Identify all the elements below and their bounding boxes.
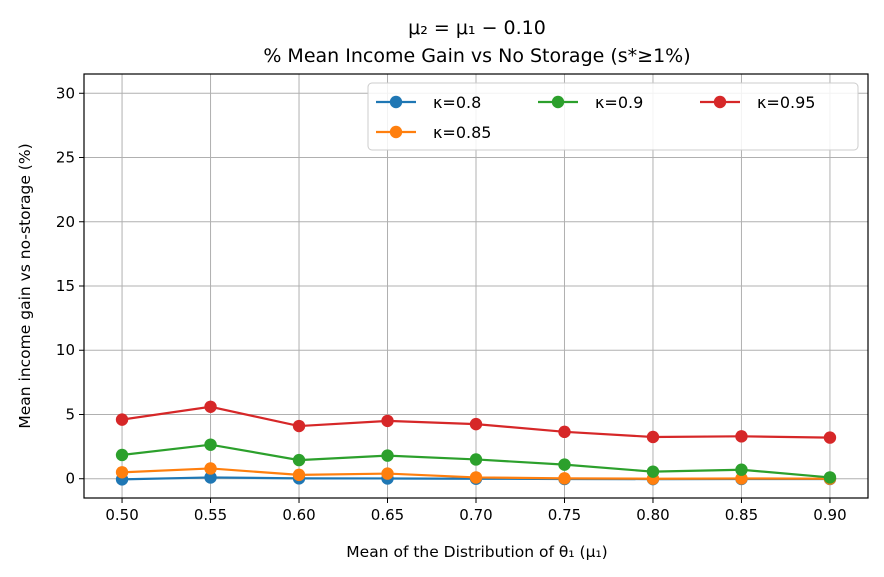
y-tick-label: 25 [56, 149, 75, 167]
data-point [558, 425, 571, 439]
data-point [823, 471, 837, 484]
data-point [204, 438, 217, 451]
chart-title: μ₂ = μ₁ − 0.10 [408, 17, 546, 39]
data-point [646, 465, 660, 478]
legend: κ=0.8 κ=0.85 κ=0.9 κ=0.95 [367, 82, 859, 151]
axis-ticks: 0.50 0.55 0.60 0.65 0.70 0.75 0.80 0.85 0.90 0 5 10… [56, 84, 847, 524]
data-point [204, 471, 217, 484]
data-point [646, 430, 660, 444]
y-tick-label: 5 [65, 405, 75, 423]
data-point [823, 431, 837, 444]
data-point [115, 466, 129, 479]
data-point [204, 462, 217, 475]
x-tick-label: 0.50 [105, 506, 138, 524]
data-point [735, 430, 748, 443]
legend-marker [389, 125, 403, 139]
x-tick-label: 0.65 [371, 506, 404, 524]
data-point [115, 448, 129, 462]
x-tick-label: 0.85 [725, 506, 758, 524]
legend-label: κ=0.9 [595, 93, 643, 112]
x-tick-label: 0.70 [459, 506, 492, 524]
x-axis-label: Mean of the Distribution of θ₁ (μ₁) [346, 543, 607, 561]
data-point [115, 413, 129, 426]
legend-marker [389, 95, 403, 109]
y-tick-label: 30 [56, 84, 75, 102]
data-point [292, 453, 306, 467]
data-point [292, 468, 306, 482]
chart-subtitle: % Mean Income Gain vs No Storage (s*≥1%) [263, 45, 690, 67]
data-point [469, 453, 483, 466]
data-point [469, 417, 483, 431]
legend-label: κ=0.85 [433, 123, 491, 142]
legend-box [367, 82, 859, 151]
series-lines [115, 400, 837, 486]
x-tick-label: 0.60 [282, 506, 315, 524]
data-point [381, 467, 394, 480]
x-tick-label: 0.90 [813, 506, 846, 524]
legend-label: κ=0.95 [757, 93, 815, 112]
data-point [204, 400, 217, 413]
data-point [381, 449, 394, 462]
data-point [735, 463, 748, 476]
data-point [469, 471, 483, 484]
data-point [558, 472, 571, 485]
data-point [735, 472, 748, 485]
y-tick-label: 15 [56, 277, 75, 295]
legend-marker [551, 95, 565, 109]
x-tick-label: 0.55 [194, 506, 227, 524]
y-tick-label: 20 [56, 213, 75, 231]
data-point [381, 414, 394, 428]
legend-marker [713, 95, 727, 109]
legend-label: κ=0.8 [433, 93, 481, 112]
x-tick-label: 0.75 [548, 506, 581, 524]
y-tick-label: 10 [56, 341, 75, 359]
x-tick-label: 0.80 [636, 506, 669, 524]
y-axis-label: Mean income gain vs no-storage (%) [16, 143, 34, 428]
data-point [558, 458, 571, 471]
y-tick-label: 0 [65, 470, 75, 488]
data-point [292, 419, 306, 433]
